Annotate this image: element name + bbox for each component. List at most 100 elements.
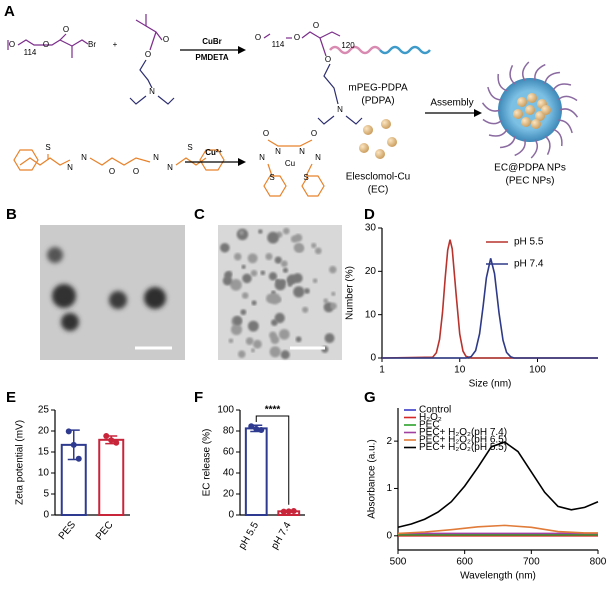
particle (302, 306, 309, 313)
x-tick-label: 10 (454, 365, 466, 376)
particle (241, 292, 249, 299)
tem-c (218, 225, 342, 360)
atom-label: O (109, 167, 115, 176)
cu-label: Cu²⁺ (205, 148, 223, 157)
peg-brush (544, 71, 561, 85)
particle (241, 264, 246, 270)
legend-label: Control (419, 405, 451, 416)
atom-label: O (163, 35, 169, 44)
atom-label: S (303, 173, 308, 182)
x-tick-label: 800 (590, 557, 607, 568)
x-tick-label: PEC (94, 520, 116, 543)
reagent: CuBr (202, 37, 222, 46)
particle (228, 338, 234, 344)
atom-label: 114 (272, 40, 285, 49)
atom-label: N (81, 153, 87, 162)
ec-core-bead (531, 119, 541, 129)
atom-label: S (45, 143, 50, 152)
polymer-name: mPEG-PDPA (348, 83, 408, 94)
particle (268, 272, 278, 281)
reagent: PMDETA (195, 53, 228, 62)
particle (260, 270, 266, 276)
data-line (397, 441, 599, 529)
panel-label: A (4, 3, 15, 20)
peg-brush (557, 95, 578, 102)
y-tick-label: 2 (386, 436, 392, 447)
legend-label: pH 7.4 (514, 259, 544, 270)
y-tick-label: 80 (223, 426, 235, 437)
data-point (75, 455, 82, 462)
atom-label: O (255, 33, 261, 42)
panel-label: C (194, 206, 205, 223)
ec-core-bead (517, 97, 527, 107)
y-tick-label: 0 (386, 530, 392, 541)
ec-core-bead (527, 93, 537, 103)
arrowhead (474, 109, 482, 117)
particle (282, 267, 289, 273)
data-line (397, 524, 598, 535)
particle (329, 265, 337, 274)
particle (295, 336, 302, 343)
peg-brush (497, 73, 508, 92)
tem-background (218, 225, 342, 360)
particle (144, 287, 166, 309)
panel-label: D (364, 206, 375, 223)
nanoparticle (481, 61, 579, 159)
particle (290, 235, 298, 243)
bond (301, 31, 341, 39)
particle (280, 260, 288, 268)
panel-label: F (194, 389, 203, 406)
atom-label: O (263, 129, 269, 138)
phenyl (199, 149, 225, 171)
particle (324, 333, 335, 344)
particle (230, 323, 243, 336)
bond (267, 139, 313, 147)
peg-brush (514, 139, 526, 157)
peg-brush (521, 61, 530, 81)
legend-label: H₂O₂ (419, 412, 442, 423)
particle (269, 293, 281, 305)
y-tick-label: 0 (43, 510, 49, 521)
peg-brush (481, 102, 501, 112)
data-point (108, 437, 115, 444)
peg-brush (509, 64, 516, 85)
particle (237, 350, 246, 358)
bond (319, 37, 327, 57)
bond (149, 31, 157, 51)
bond (157, 95, 175, 105)
y-tick-label: 0 (228, 510, 234, 521)
data-point (253, 425, 260, 432)
particle (274, 312, 285, 324)
particle (312, 278, 318, 284)
pdpa-chain (379, 45, 431, 55)
y-tick-label: 40 (223, 468, 235, 479)
particle (251, 300, 257, 306)
atom-label: O (133, 167, 139, 176)
atom-label: N (337, 105, 343, 114)
particle (323, 298, 329, 304)
peg-brush (552, 128, 563, 147)
y-tick-label: 10 (365, 309, 377, 320)
particle (258, 229, 263, 234)
significance-bracket (255, 415, 290, 505)
peg-brush (534, 63, 546, 81)
bond (317, 115, 335, 125)
particle (331, 291, 336, 296)
atom-label: S (187, 143, 192, 152)
atom-label: Br (88, 40, 96, 49)
peg-chain (329, 45, 381, 55)
particle (250, 269, 258, 277)
ec-bead (359, 143, 369, 153)
particle (61, 313, 79, 331)
particle (47, 247, 63, 263)
y-tick-label: 20 (365, 266, 377, 277)
ec-name: (EC) (368, 185, 389, 196)
particle (274, 279, 286, 291)
particle (247, 320, 259, 332)
atom-label: N (259, 153, 265, 162)
y-tick-label: 30 (365, 223, 377, 234)
particle (304, 288, 310, 294)
particle (240, 309, 247, 316)
particle (109, 291, 127, 309)
particle (278, 328, 290, 340)
